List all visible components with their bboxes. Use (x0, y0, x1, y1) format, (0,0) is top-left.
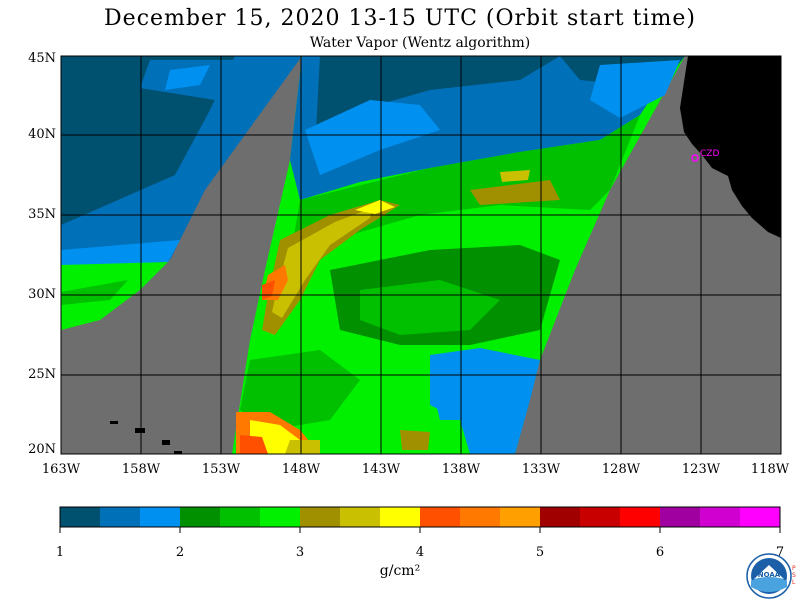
lon-label-118w: 118W (750, 462, 790, 477)
colorbar-cell (340, 507, 381, 527)
colorbar-cell (740, 507, 781, 527)
colorbar-cell (380, 507, 421, 527)
lon-label-133w: 133W (521, 462, 561, 477)
lon-label-143w: 143W (361, 462, 401, 477)
colorbar-tick-2: 2 (175, 545, 185, 560)
main-swath (232, 56, 685, 454)
noaa-logo-text: NOAA (758, 571, 781, 579)
station-label: CZD (700, 149, 719, 159)
colorbar-cell (460, 507, 501, 527)
colorbar-tick-6: 6 (655, 545, 665, 560)
psl-letter-s: S (792, 572, 796, 579)
lat-lon-grid (61, 56, 781, 454)
colorbar-cell (660, 507, 701, 527)
lon-label-153w: 153W (201, 462, 241, 477)
map-frame (60, 55, 782, 455)
map-subtitle: Water Vapor (Wentz algorithm) (309, 35, 531, 51)
lon-label-163w: 163W (41, 462, 81, 477)
colorbar-cell (580, 507, 621, 527)
colorbar-cell (420, 507, 461, 527)
colorbar-cell (700, 507, 741, 527)
colorbar-cell (540, 507, 581, 527)
colorbar-cell (500, 507, 541, 527)
lon-label-138w: 138W (441, 462, 481, 477)
psl-letters: P S L (792, 565, 800, 586)
lat-label-35n: 35N (28, 207, 56, 222)
colorbar-tick-1: 1 (55, 545, 65, 560)
lon-label-128w: 128W (601, 462, 641, 477)
colorbar-cell (260, 507, 301, 527)
colorbar-cell (220, 507, 261, 527)
land-mass (680, 56, 781, 238)
colorbar-tick-5: 5 (535, 545, 545, 560)
lat-label-40n: 40N (28, 127, 56, 142)
colorbar-tick-4: 4 (415, 545, 425, 560)
hawaii-islands (110, 421, 182, 454)
colorbar-cell (140, 507, 181, 527)
psl-letter-p: P (792, 565, 796, 572)
lon-label-158w: 158W (121, 462, 161, 477)
map-title: December 15, 2020 13-15 UTC (Orbit start… (104, 6, 696, 31)
lat-label-20n: 20N (28, 442, 56, 457)
lat-label-25n: 25N (28, 367, 56, 382)
colorbar-units: g/cm² (379, 563, 421, 579)
station-marker-icon (691, 154, 699, 162)
western-swath (61, 56, 302, 330)
colorbar-cell (180, 507, 221, 527)
noaa-logo-icon: NOAA (746, 553, 792, 599)
colorbar-cell (620, 507, 661, 527)
lat-label-30n: 30N (28, 287, 56, 302)
colorbar-tick-3: 3 (295, 545, 305, 560)
psl-letter-l: L (792, 579, 796, 586)
colorbar-tick-7: 7 (775, 545, 785, 560)
lat-label-45n: 45N (28, 51, 56, 66)
lon-label-123w: 123W (681, 462, 721, 477)
colorbar-cell (300, 507, 341, 527)
colorbar-cell (100, 507, 141, 527)
colorbar-cell (60, 507, 101, 527)
lon-label-148w: 148W (281, 462, 321, 477)
